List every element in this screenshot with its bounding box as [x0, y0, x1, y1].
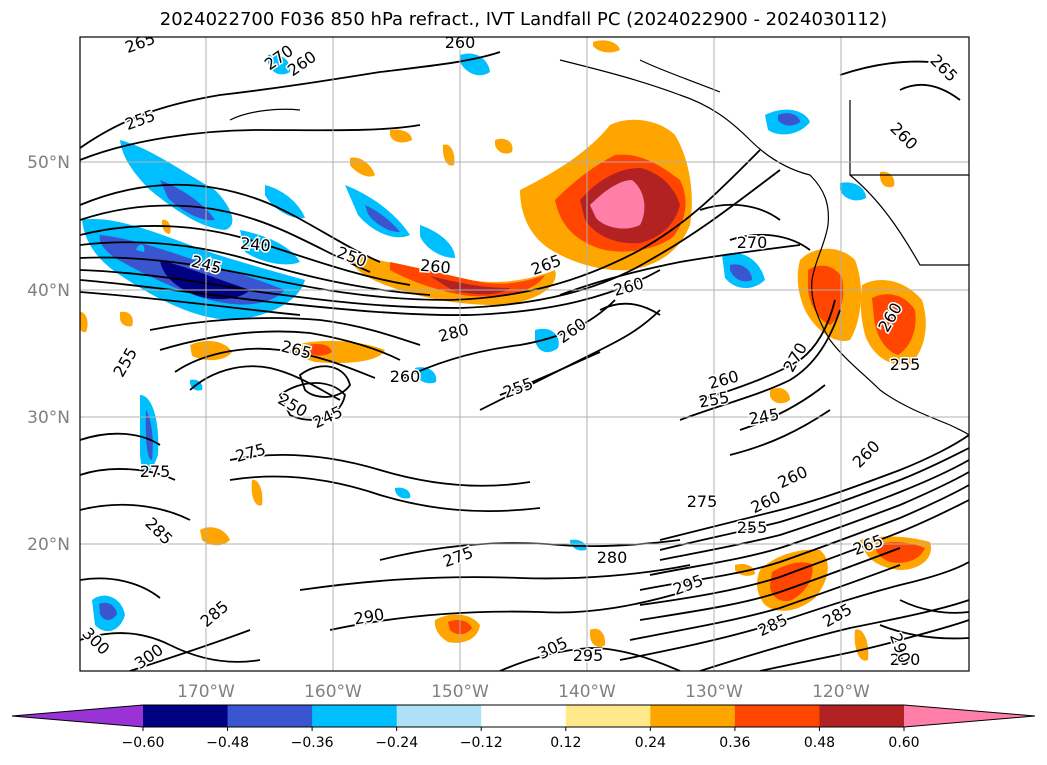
- colorbar-tick-label: 0.12: [550, 735, 581, 751]
- colorbar-tick-label: −0.60: [122, 735, 165, 751]
- contour-label: 240: [239, 234, 271, 256]
- contour-label: 275: [687, 492, 718, 511]
- contour-label: 280: [597, 548, 628, 567]
- lon-label: 120°W: [812, 682, 870, 702]
- colorbar-segment: [819, 705, 905, 727]
- contour-label: 275: [140, 462, 171, 481]
- lon-label: 170°W: [177, 682, 235, 702]
- colorbar-right-extend: [904, 705, 1035, 727]
- lat-label: 50°N: [27, 153, 70, 173]
- graticule: [80, 37, 969, 671]
- contour-label: 260: [445, 33, 476, 52]
- colorbar-tick-label: 0.60: [888, 735, 919, 751]
- colorbar-segment: [734, 705, 820, 727]
- lat-label: 40°N: [27, 281, 70, 301]
- positive-anomaly-fill: [80, 40, 931, 661]
- lon-label: 140°W: [558, 682, 616, 702]
- latitude-labels: 50°N 40°N 30°N 20°N: [27, 153, 70, 555]
- colorbar-tick-label: 0.24: [635, 735, 666, 751]
- colorbar-segment: [481, 705, 567, 727]
- lat-label: 30°N: [27, 408, 70, 428]
- colorbar-tick-label: −0.24: [375, 735, 418, 751]
- colorbar-segment: [227, 705, 313, 727]
- colorbar-segment: [650, 705, 736, 727]
- contour-label: 255: [890, 355, 921, 374]
- colorbar: −0.60 −0.48 −0.36 −0.24 −0.12 0.12 0.24 0.36 0.4…: [11, 704, 1036, 751]
- longitude-labels: 170°W 160°W 150°W 140°W 130°W 120°W: [177, 682, 870, 702]
- contour-label: 295: [573, 646, 604, 665]
- map-frame: [79, 36, 970, 672]
- colorbar-segment: [565, 705, 651, 727]
- lon-label: 160°W: [304, 682, 362, 702]
- colorbar-segment: [143, 705, 229, 727]
- colorbar-tick-label: −0.36: [291, 735, 334, 751]
- map-title: 2024022700 F036 850 hPa refract., IVT La…: [159, 9, 888, 30]
- colorbar-tick-label: 0.36: [719, 735, 750, 751]
- lon-label: 130°W: [685, 682, 743, 702]
- colorbar-tick-label: 0.48: [804, 735, 835, 751]
- colorbar-segment: [312, 705, 398, 727]
- contour-label: 255: [737, 518, 768, 537]
- contour-label: 270: [737, 233, 768, 252]
- lon-label: 150°W: [431, 682, 489, 702]
- contour-label: 260: [419, 256, 451, 278]
- colorbar-left-extend: [12, 705, 143, 727]
- contour-label: 290: [890, 650, 921, 669]
- colorbar-tick-label: −0.12: [460, 735, 503, 751]
- contour-lines: [80, 51, 969, 671]
- colorbar-tick-label: −0.48: [206, 735, 249, 751]
- coastline: [229, 59, 969, 436]
- colorbar-segment: [396, 705, 482, 727]
- contour-label: 260: [390, 367, 421, 386]
- lat-label: 20°N: [27, 535, 70, 555]
